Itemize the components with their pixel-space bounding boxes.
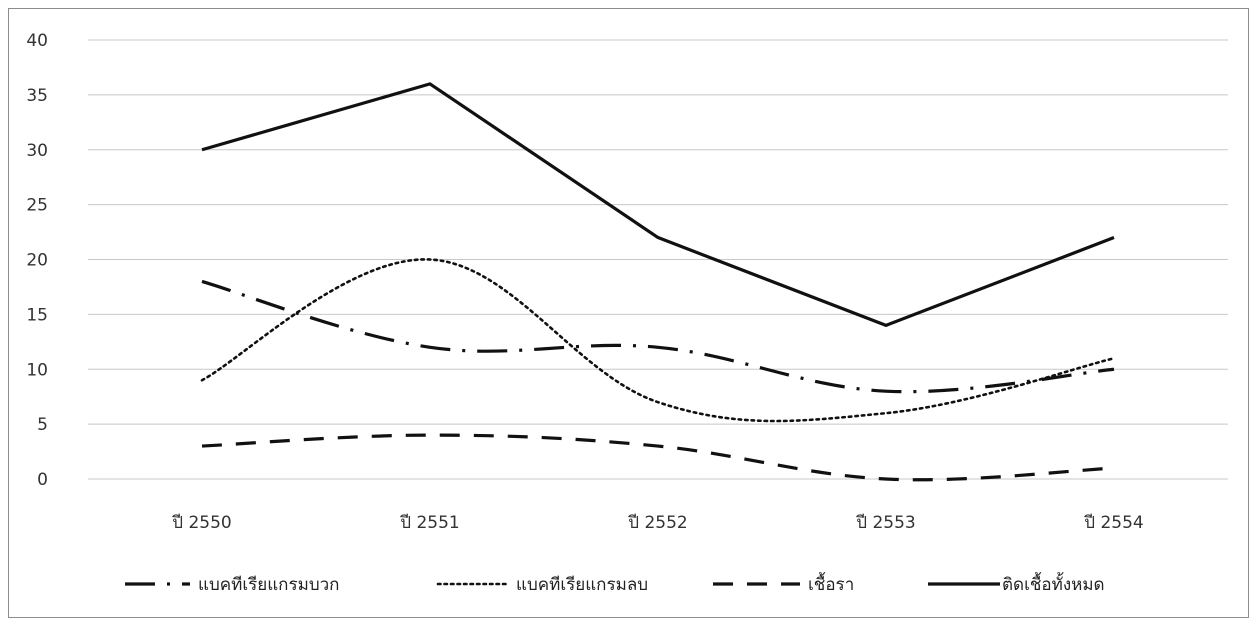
- y-tick-label: 15: [26, 305, 48, 325]
- series-line-3: [201, 82, 1115, 327]
- x-tick-label: ปี 2552: [627, 513, 687, 533]
- series-line-0: [201, 279, 1115, 394]
- y-tick-label: 35: [26, 86, 48, 106]
- x-tick-label: ปี 2554: [1083, 513, 1143, 533]
- y-tick-label: 5: [37, 415, 48, 435]
- series-line-2: [201, 433, 1115, 482]
- y-tick-label: 30: [26, 141, 48, 161]
- legend-item: แบคทีเรียแกรมบวก: [125, 575, 339, 595]
- y-tick-label: 40: [26, 31, 48, 51]
- y-tick-label: 0: [37, 470, 48, 490]
- x-tick-label: ปี 2553: [855, 513, 915, 533]
- legend: แบคทีเรียแกรมบวก แบคทีเรียแกรมลบ เชื้อรา ติ…: [125, 572, 1105, 595]
- legend-item: แบคทีเรียแกรมลบ: [436, 575, 648, 595]
- legend-label: ติดเชื้อทั้งหมด: [1002, 572, 1105, 595]
- y-tick-label: 10: [26, 360, 48, 380]
- y-tick-label: 20: [26, 251, 48, 271]
- x-axis-ticks: ปี 2550 ปี 2551 ปี 2552 ปี 2553 ปี 2554: [171, 513, 1143, 533]
- y-tick-label: 25: [26, 196, 48, 216]
- x-tick-label: ปี 2551: [399, 513, 459, 533]
- x-tick-label: ปี 2550: [171, 513, 231, 533]
- legend-label: แบคทีเรียแกรมลบ: [516, 575, 648, 595]
- legend-item: ติดเชื้อทั้งหมด: [928, 572, 1105, 595]
- y-axis-ticks: 0 5 10 15 20 25 30 35 40: [26, 31, 48, 490]
- legend-label: แบคทีเรียแกรมบวก: [198, 575, 339, 595]
- legend-item: เชื้อรา: [713, 572, 854, 595]
- gridlines: [88, 39, 1228, 480]
- series-lines: [200, 82, 1116, 482]
- chart-frame: [8, 8, 1249, 618]
- series-line-1: [200, 258, 1116, 423]
- legend-label: เชื้อรา: [808, 572, 854, 595]
